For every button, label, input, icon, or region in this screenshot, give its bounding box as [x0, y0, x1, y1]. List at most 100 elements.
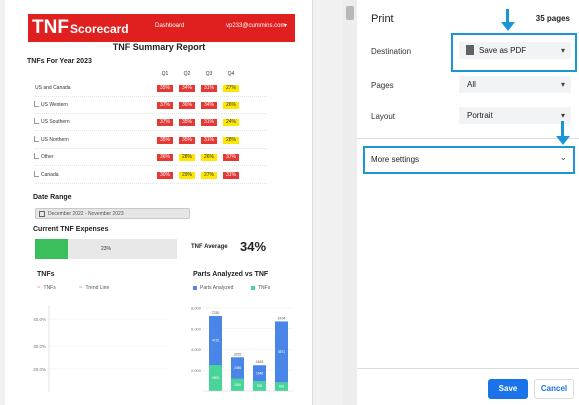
chevron-down-icon[interactable]: ⌄ — [559, 152, 567, 162]
print-title: Print — [371, 13, 394, 25]
bar-parts-label: 4725 — [212, 338, 219, 342]
legend-tnfs: TNFs — [251, 285, 270, 291]
chevron-down-icon: ▾ — [560, 46, 565, 55]
preview-scrollbar[interactable] — [343, 0, 357, 405]
bar-tnf-label: 935 — [257, 384, 263, 388]
bar-total-label: 3252 — [234, 352, 242, 356]
print-settings-panel: Print 35 pages Destination Save as PDF ▾… — [357, 0, 579, 405]
tree-connector — [34, 118, 39, 124]
bar-tnf — [253, 381, 266, 391]
nav-dashboard: Dashboard — [155, 23, 185, 29]
expenses-title: Current TNF Expenses — [33, 226, 109, 233]
pages-select[interactable]: All ▾ — [459, 76, 571, 93]
divider — [357, 138, 579, 139]
row-separator — [35, 183, 267, 184]
bar-parts — [231, 357, 244, 379]
row-label: US Western — [41, 102, 68, 108]
cancel-button[interactable]: Cancel — [534, 379, 574, 399]
chevron-down-icon: ▾ — [560, 111, 565, 120]
pct-cell: 37% — [157, 102, 173, 109]
destination-value: Save as PDF — [479, 46, 527, 55]
bar-parts — [209, 315, 222, 366]
pct-cell: 27% — [201, 172, 217, 179]
date-range-value: December 2022 - November 2023 — [48, 211, 124, 217]
row-separator — [35, 113, 267, 114]
legend-swatch — [193, 285, 197, 290]
bar-total-label: 6704 — [278, 316, 286, 320]
more-settings-toggle[interactable]: More settings — [371, 155, 420, 164]
tree-connector — [34, 101, 39, 107]
pct-cell: 28% — [223, 137, 239, 144]
bar-tnf-label: 1166 — [234, 383, 241, 387]
date-range-title: Date Range — [33, 194, 72, 201]
tnf-average-label: TNF Average — [191, 244, 228, 250]
preview-page: TNFScorecard Dashboard vp233@cummins.com… — [5, 0, 313, 405]
row-separator — [35, 130, 267, 131]
report-header: TNFScorecard Dashboard vp233@cummins.com… — [28, 14, 295, 42]
quarter-header: Q2 — [183, 71, 191, 77]
pages-label: Pages — [371, 81, 394, 90]
divider — [357, 368, 579, 369]
save-button[interactable]: Save — [488, 379, 528, 399]
y-tick-label: 20.0% — [33, 367, 46, 372]
layout-label: Layout — [371, 112, 396, 121]
legend-trend-line: ~ Trend Line — [79, 285, 110, 291]
row-separator — [35, 96, 267, 97]
bar-tnf — [275, 382, 288, 391]
row-separator — [35, 165, 267, 166]
row-label: US Northern — [41, 137, 69, 143]
tnfs-chart-title: TNFs — [37, 271, 55, 278]
annotation-arrow-head — [556, 136, 570, 145]
expenses-progress: 23% — [35, 239, 177, 259]
annotation-arrow-head — [501, 22, 515, 31]
tnf-average-value: 34% — [240, 239, 267, 254]
y-tick-label: 8,000 — [191, 306, 202, 311]
tree-connector — [34, 171, 39, 177]
tnfs-line-chart: 40.0% 30.0% 20.0% — [33, 305, 169, 392]
pct-cell: 37% — [157, 119, 173, 126]
bar-tnf — [231, 378, 244, 391]
pct-cell: 26% — [201, 154, 217, 161]
pct-cell: 31% — [201, 119, 217, 126]
bar-parts — [253, 365, 266, 382]
report-logo: TNFScorecard — [32, 17, 129, 38]
quarter-header: Q3 — [205, 71, 213, 77]
pct-cell: 35% — [179, 119, 195, 126]
row-separator — [35, 148, 267, 149]
annotation-arrow — [506, 9, 509, 24]
pct-cell: 36% — [157, 154, 173, 161]
y-tick-label: 40.0% — [33, 317, 46, 322]
y-tick-label: 2,000 — [191, 368, 202, 373]
legend-parts-analyzed: Parts Analyzed — [193, 285, 233, 291]
pct-cell: 31% — [201, 137, 217, 144]
pct-cell: 35% — [157, 85, 173, 92]
chevron-down-icon: ▾ — [284, 23, 288, 29]
pct-cell: 37% — [223, 154, 239, 161]
bar-parts-label: 2086 — [234, 366, 241, 370]
y-tick-label: 30.0% — [33, 344, 46, 349]
date-range-input: December 2022 - November 2023 — [35, 208, 190, 219]
print-preview: TNFScorecard Dashboard vp233@cummins.com… — [5, 0, 313, 405]
legend-line-icon: ~ — [79, 285, 83, 291]
scrollbar-thumb[interactable] — [346, 6, 354, 20]
row-label: Canada — [41, 172, 59, 178]
y-tick-label: 6,000 — [191, 326, 202, 331]
pct-cell: 30% — [157, 172, 173, 179]
bar-tnf-label: 2505 — [212, 376, 219, 380]
expenses-progress-text: 23% — [100, 246, 111, 252]
legend-line-icon: ~ — [37, 285, 41, 291]
expenses-progress-fill — [35, 239, 68, 259]
chevron-down-icon: ▾ — [560, 80, 565, 89]
layout-select[interactable]: Portrait ▾ — [459, 107, 571, 124]
pct-cell: 24% — [223, 119, 239, 126]
more-settings-highlight — [363, 146, 575, 174]
destination-select[interactable]: Save as PDF ▾ — [459, 42, 571, 59]
pct-cell: 34% — [201, 102, 217, 109]
quarter-header: Q1 — [161, 71, 169, 77]
pct-cell: 35% — [179, 137, 195, 144]
parts-chart-title: Parts Analyzed vs TNF — [193, 271, 269, 278]
pct-cell: 28% — [179, 154, 195, 161]
destination-highlight — [451, 33, 577, 72]
pct-cell: 31% — [201, 85, 217, 92]
row-label: US Southern — [41, 119, 70, 125]
